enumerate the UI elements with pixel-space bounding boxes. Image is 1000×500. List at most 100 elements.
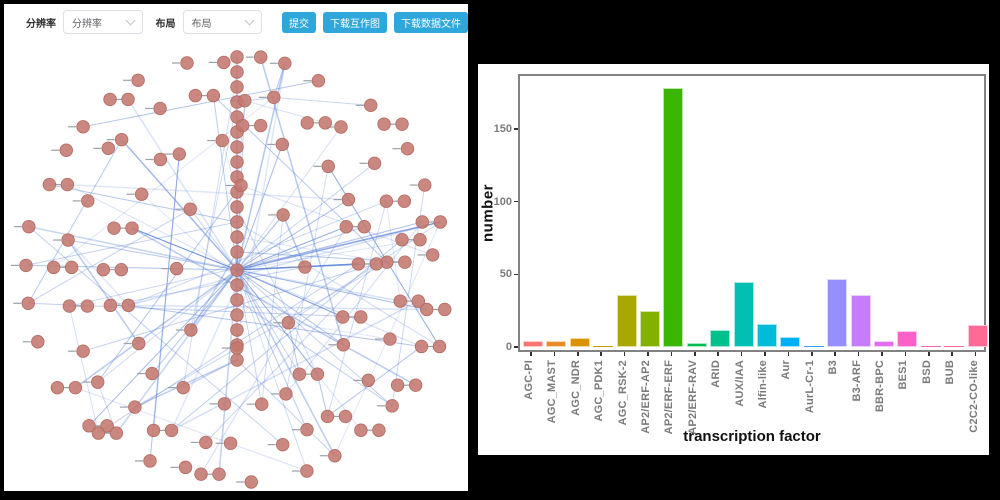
network-node[interactable] <box>22 219 36 234</box>
network-node[interactable] <box>328 449 342 463</box>
network-node[interactable] <box>275 437 290 452</box>
network-node[interactable] <box>101 141 116 155</box>
network-node[interactable] <box>230 200 244 214</box>
network-node[interactable] <box>385 399 399 413</box>
network-node[interactable] <box>393 294 407 308</box>
network-node[interactable] <box>400 141 415 156</box>
network-node[interactable] <box>377 117 391 131</box>
network-node[interactable] <box>107 221 121 235</box>
network-node[interactable] <box>311 74 326 88</box>
network-node[interactable] <box>178 460 193 475</box>
network-node[interactable] <box>91 375 105 389</box>
network-node[interactable] <box>91 426 106 440</box>
network-node[interactable] <box>61 233 75 247</box>
network-node[interactable] <box>420 302 434 317</box>
network-node[interactable] <box>383 332 397 346</box>
submit-button[interactable]: 提交 <box>282 11 316 33</box>
network-node[interactable] <box>194 467 208 481</box>
network-node[interactable] <box>206 88 221 103</box>
network-node[interactable] <box>230 293 244 307</box>
network-node[interactable] <box>76 344 90 358</box>
network-node[interactable] <box>320 409 335 424</box>
network-node[interactable] <box>180 56 194 70</box>
network-node[interactable] <box>364 98 378 113</box>
network-node[interactable] <box>244 475 258 489</box>
network-node[interactable] <box>318 116 332 130</box>
network-node[interactable] <box>411 294 425 308</box>
network-node[interactable] <box>230 245 244 259</box>
network-node[interactable] <box>114 132 129 147</box>
network-node[interactable] <box>230 140 244 154</box>
network-node[interactable] <box>100 419 114 433</box>
interaction-network-canvas[interactable] <box>4 4 468 491</box>
network-node[interactable] <box>354 310 368 324</box>
network-node[interactable] <box>80 299 95 313</box>
network-node[interactable] <box>276 208 290 222</box>
network-node[interactable] <box>223 436 238 450</box>
network-node[interactable] <box>408 378 423 392</box>
network-node[interactable] <box>321 159 335 174</box>
network-node[interactable] <box>145 366 159 381</box>
network-node[interactable] <box>134 187 149 201</box>
network-node[interactable] <box>230 215 244 229</box>
network-node[interactable] <box>114 262 129 277</box>
network-node[interactable] <box>188 88 203 103</box>
network-node[interactable] <box>60 177 75 192</box>
network-node[interactable] <box>425 248 440 262</box>
network-node[interactable] <box>82 419 96 433</box>
network-node[interactable] <box>62 299 77 313</box>
network-node[interactable] <box>357 220 371 234</box>
network-node[interactable] <box>42 177 57 192</box>
network-node[interactable] <box>398 255 412 269</box>
network-node[interactable] <box>414 339 429 354</box>
network-node[interactable] <box>153 152 168 167</box>
network-node[interactable] <box>172 147 186 161</box>
network-node[interactable] <box>50 380 65 395</box>
network-node[interactable] <box>68 380 83 395</box>
network-node[interactable] <box>300 116 314 130</box>
network-node[interactable] <box>81 194 95 208</box>
network-node[interactable] <box>275 137 290 152</box>
network-node[interactable] <box>183 202 197 216</box>
network-node[interactable] <box>310 367 325 381</box>
network-node[interactable] <box>300 422 314 437</box>
network-node[interactable] <box>212 467 226 481</box>
network-node[interactable] <box>354 423 368 437</box>
network-node[interactable] <box>121 92 135 107</box>
network-node[interactable] <box>217 55 231 70</box>
network-node[interactable] <box>338 409 353 424</box>
network-node[interactable] <box>369 257 384 271</box>
network-node[interactable] <box>46 260 61 275</box>
network-node[interactable] <box>339 220 353 234</box>
resolution-select[interactable]: 分辨率 <box>63 10 143 34</box>
network-node[interactable] <box>217 397 232 411</box>
network-node[interactable] <box>235 118 250 133</box>
network-node[interactable] <box>438 302 452 317</box>
network-node[interactable] <box>395 117 409 131</box>
network-node[interactable] <box>76 120 90 134</box>
network-node[interactable] <box>341 192 356 207</box>
network-node[interactable] <box>230 278 244 292</box>
download-interaction-graph-button[interactable]: 下载互作图 <box>323 11 387 33</box>
layout-select[interactable]: 布局 <box>182 10 262 34</box>
network-node[interactable] <box>292 367 307 381</box>
network-node[interactable] <box>298 260 312 274</box>
network-node[interactable] <box>132 336 146 351</box>
network-node[interactable] <box>336 310 350 324</box>
network-node[interactable] <box>279 387 293 401</box>
network-node[interactable] <box>128 400 142 414</box>
network-node[interactable] <box>31 335 45 349</box>
network-node[interactable] <box>230 308 244 322</box>
network-node[interactable] <box>230 230 244 244</box>
network-node[interactable] <box>278 56 292 71</box>
network-node[interactable] <box>125 221 139 235</box>
network-node[interactable] <box>413 233 427 247</box>
download-data-file-button[interactable]: 下载数据文件 <box>394 11 468 33</box>
network-node[interactable] <box>21 296 35 310</box>
network-node[interactable] <box>255 397 269 411</box>
network-node[interactable] <box>199 435 213 450</box>
network-node[interactable] <box>415 215 429 229</box>
network-node[interactable] <box>395 233 409 247</box>
network-node[interactable] <box>281 316 295 330</box>
network-node[interactable] <box>253 118 268 133</box>
